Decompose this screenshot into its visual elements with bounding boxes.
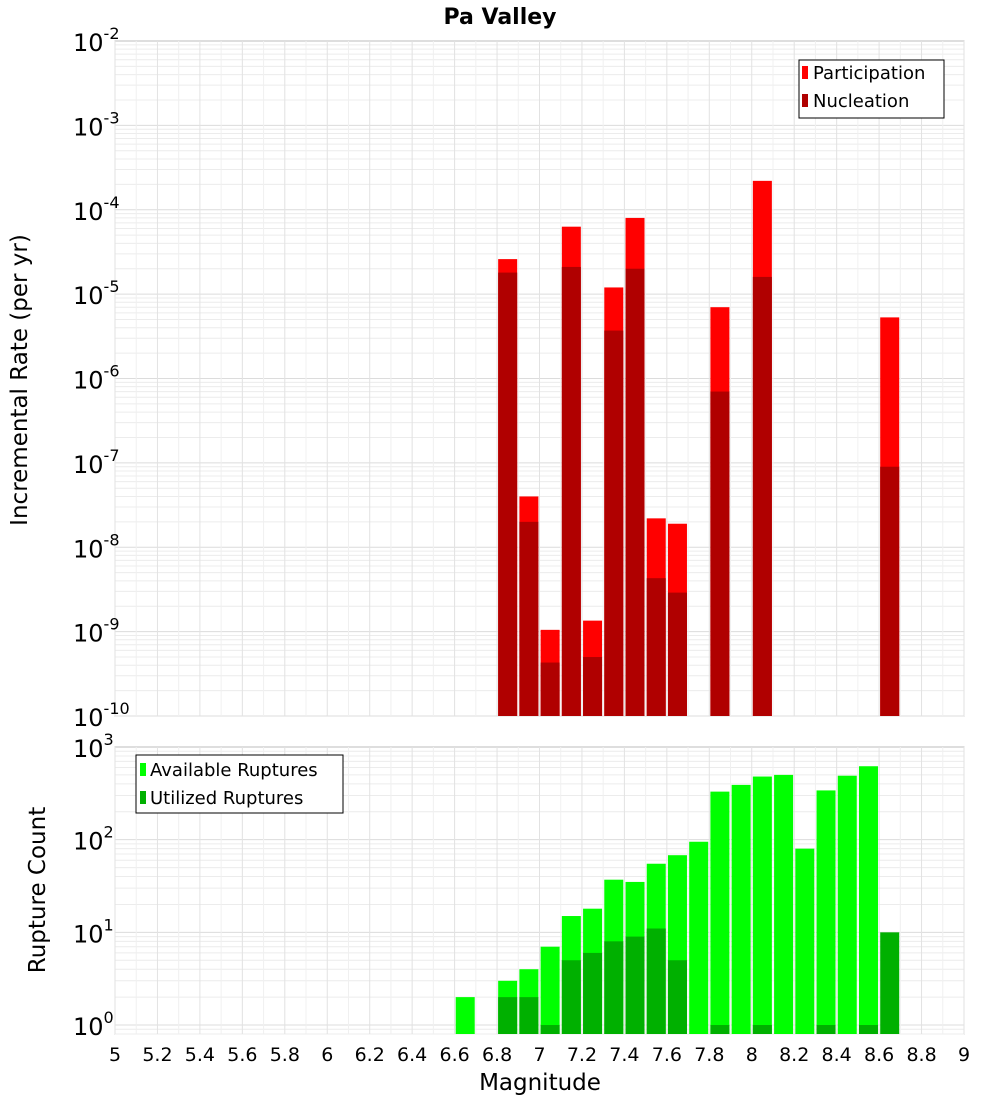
rate-bar-nucleation bbox=[519, 521, 539, 716]
y-tick-label: 10-4 bbox=[73, 193, 120, 226]
utilized-legend-label: Utilized Ruptures bbox=[150, 788, 303, 809]
nucleation-legend-label: Nucleation bbox=[813, 91, 909, 112]
x-tick-label: 5.4 bbox=[185, 1044, 215, 1066]
rate-bar-nucleation bbox=[667, 592, 687, 716]
rate-bar-nucleation bbox=[583, 657, 603, 716]
chart-title: Pa Valley bbox=[443, 5, 556, 30]
rate-panel: 10-10 10-9 10-8 10-7 10-6 10-5 10-4 10-3 10-2 In… bbox=[7, 24, 965, 732]
count-bar-available bbox=[455, 997, 475, 1034]
x-tick-label: 8.8 bbox=[906, 1044, 936, 1066]
count-bar-utilized bbox=[625, 936, 645, 1034]
y-tick-label: 10-2 bbox=[73, 24, 120, 57]
rate-bar-nucleation bbox=[540, 662, 560, 716]
y-tick-label: 10-10 bbox=[73, 699, 130, 732]
y-tick-label: 10-5 bbox=[73, 277, 120, 310]
count-bar-utilized bbox=[710, 1025, 730, 1034]
y-tick-label: 10-3 bbox=[73, 108, 120, 141]
count-bar-available bbox=[837, 775, 857, 1034]
y-tick-label: 102 bbox=[73, 823, 114, 856]
rate-y-ticks: 10-10 10-9 10-8 10-7 10-6 10-5 10-4 10-3 10-2 bbox=[73, 24, 130, 732]
rate-bar-nucleation bbox=[646, 578, 666, 716]
participation-legend-label: Participation bbox=[813, 63, 925, 84]
x-tick-label: 7.4 bbox=[609, 1044, 639, 1066]
count-bar-utilized bbox=[604, 941, 624, 1034]
available-legend-label: Available Ruptures bbox=[150, 760, 318, 781]
count-bar-available bbox=[540, 946, 560, 1034]
x-tick-label: 6.4 bbox=[397, 1044, 427, 1066]
count-bar-available bbox=[752, 776, 772, 1034]
rate-bar-nucleation bbox=[498, 272, 518, 716]
x-tick-label: 5 bbox=[109, 1044, 121, 1066]
available-swatch bbox=[140, 763, 146, 776]
rate-grid bbox=[114, 41, 965, 717]
rate-bar-nucleation bbox=[625, 268, 645, 716]
x-axis-label: Magnitude bbox=[479, 1070, 601, 1096]
x-tick-label: 8.4 bbox=[822, 1044, 852, 1066]
x-tick-label: 7 bbox=[533, 1044, 545, 1066]
rate-bars bbox=[498, 180, 900, 716]
rate-bar-nucleation bbox=[880, 466, 900, 716]
nucleation-swatch bbox=[802, 94, 808, 107]
count-bar-available bbox=[689, 841, 709, 1034]
x-tick-label: 5.8 bbox=[270, 1044, 300, 1066]
y-tick-label: 100 bbox=[73, 1008, 114, 1041]
y-tick-label: 10-7 bbox=[73, 446, 120, 479]
x-tick-label: 7.2 bbox=[567, 1044, 597, 1066]
count-bar-utilized bbox=[858, 1025, 878, 1034]
rate-bar-nucleation bbox=[561, 266, 581, 716]
rate-legend-box bbox=[798, 59, 945, 119]
count-bar-utilized bbox=[519, 997, 539, 1034]
y-tick-label: 103 bbox=[73, 730, 114, 763]
count-bar-available bbox=[858, 766, 878, 1034]
rate-y-axis-label: Incremental Rate (per yr) bbox=[7, 234, 33, 526]
count-bars bbox=[455, 766, 900, 1034]
count-bar-available bbox=[731, 784, 751, 1034]
rate-bar-nucleation bbox=[710, 391, 730, 716]
utilized-swatch bbox=[140, 791, 146, 804]
x-axis-ticks: 5 5.2 5.4 5.6 5.8 6 6.2 6.4 6.6 6.8 7 7.2 7.4 7.6 7.8 8… bbox=[109, 1044, 970, 1066]
count-y-ticks: 100 101 102 103 bbox=[73, 730, 114, 1041]
count-bar-available bbox=[774, 774, 794, 1034]
x-tick-label: 5.2 bbox=[142, 1044, 172, 1066]
x-tick-label: 7.6 bbox=[652, 1044, 682, 1066]
count-bar-available bbox=[795, 848, 815, 1034]
count-panel: 100 101 102 103 Rupture Count Available Rup… bbox=[25, 730, 965, 1041]
count-legend-box bbox=[135, 754, 344, 814]
count-y-axis-label: Rupture Count bbox=[25, 807, 51, 973]
rate-bar-nucleation bbox=[604, 330, 624, 716]
count-bar-available bbox=[816, 790, 836, 1034]
y-tick-label: 10-6 bbox=[73, 362, 120, 395]
count-legend: Available Ruptures Utilized Ruptures bbox=[135, 754, 344, 814]
rate-legend: Participation Nucleation bbox=[798, 59, 945, 119]
y-tick-label: 101 bbox=[73, 915, 114, 948]
count-bar-utilized bbox=[561, 960, 581, 1034]
x-tick-label: 8.6 bbox=[864, 1044, 894, 1066]
x-tick-label: 9 bbox=[958, 1044, 970, 1066]
x-tick-label: 6.2 bbox=[355, 1044, 385, 1066]
count-bar-utilized bbox=[667, 960, 687, 1034]
count-bar-available bbox=[710, 791, 730, 1034]
count-bar-utilized bbox=[540, 1025, 560, 1034]
count-bar-utilized bbox=[583, 952, 603, 1034]
count-bar-utilized bbox=[752, 1025, 772, 1034]
x-tick-label: 8 bbox=[746, 1044, 758, 1066]
x-tick-label: 8.2 bbox=[779, 1044, 809, 1066]
count-bar-utilized bbox=[498, 997, 518, 1034]
x-tick-label: 7.8 bbox=[694, 1044, 724, 1066]
x-tick-label: 5.6 bbox=[227, 1044, 257, 1066]
y-tick-label: 10-9 bbox=[73, 615, 120, 648]
count-bar-utilized bbox=[816, 1025, 836, 1034]
x-tick-label: 6.6 bbox=[439, 1044, 469, 1066]
count-bar-utilized bbox=[880, 932, 900, 1034]
count-bar-utilized bbox=[646, 928, 666, 1034]
x-tick-label: 6.8 bbox=[482, 1044, 512, 1066]
rate-bar-nucleation bbox=[752, 276, 772, 716]
y-tick-label: 10-8 bbox=[73, 530, 120, 563]
x-tick-label: 6 bbox=[321, 1044, 333, 1066]
participation-swatch bbox=[802, 66, 808, 79]
